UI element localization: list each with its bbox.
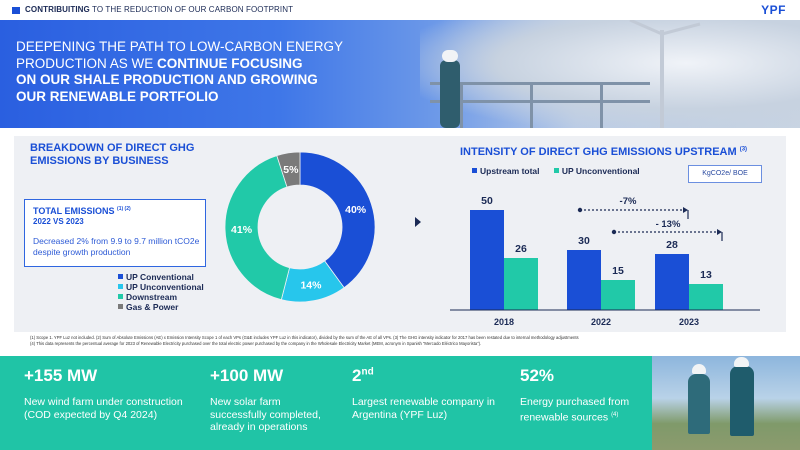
- stat-desc: Energy purchased from renewable sources …: [520, 396, 630, 423]
- pie-slice: [276, 151, 301, 188]
- hero-heading: DEEPENING THE PATH TO LOW-CARBON ENERGY …: [16, 39, 344, 104]
- footnote-line: (4) This data represents the percentual …: [30, 341, 482, 346]
- stat-wind-farm: +155 MW New wind farm under construction…: [24, 366, 204, 421]
- pie-slice: [299, 151, 376, 289]
- arrow-right-icon: [415, 217, 421, 227]
- legend-swatch: [553, 168, 559, 173]
- change-label: - 13%: [656, 219, 681, 230]
- stats-band: [0, 356, 800, 450]
- bar: [601, 280, 635, 310]
- hero-illustration: [430, 20, 701, 128]
- legend-item: Upstream total: [472, 166, 540, 176]
- legend-swatch: [472, 168, 477, 173]
- total-emissions-desc: Decreased 2% from 9.9 to 9.7 million tCO…: [33, 236, 200, 257]
- intensity-bar-chart: 50 26 2018 30 15 2022 28 13 2023 -7% - 13%: [450, 195, 760, 327]
- bar-value-label: 50: [481, 195, 493, 207]
- stat-renewable-energy: 52% Energy purchased from renewable sour…: [520, 366, 650, 424]
- x-tick-label: 2018: [494, 317, 514, 327]
- legend-item: UP Unconventional: [553, 166, 640, 176]
- stat-value: 52%: [520, 366, 555, 385]
- unit-label: KgCO2e/ BOE: [688, 165, 762, 183]
- hard-hat-icon: [734, 357, 749, 367]
- ypf-logo: YPF: [761, 3, 786, 17]
- legend-swatch: [118, 274, 123, 279]
- emissions-donut-chart: 40% 14% 41% 5%: [220, 142, 380, 312]
- x-tick-label: 2022: [591, 317, 611, 327]
- change-annotation: - 13%: [611, 219, 723, 241]
- hero-photo: [420, 20, 800, 128]
- page-header-title: CONTRIBUITING TO THE REDUCTION OF OUR CA…: [25, 5, 294, 14]
- stat-renewable-rank: 2nd Largest renewable company in Argenti…: [352, 366, 502, 421]
- legend-item: Gas & Power: [118, 302, 204, 312]
- bar-legend: Upstream total UP Unconventional: [472, 166, 652, 176]
- legend-item: UP Unconventional: [118, 282, 204, 292]
- total-emissions-title: TOTAL EMISSIONS (1) (2): [33, 206, 131, 216]
- legend-item: UP Conventional: [118, 272, 204, 282]
- stat-value: 2nd: [352, 366, 374, 385]
- stat-value: +155 MW: [24, 366, 98, 385]
- total-emissions-box: TOTAL EMISSIONS (1) (2) 2022 VS 2023 Dec…: [24, 199, 206, 267]
- change-label: -7%: [620, 196, 637, 207]
- pie-slice-label: 14%: [300, 279, 322, 291]
- legend-swatch: [118, 284, 123, 289]
- pie-slice-label: 41%: [231, 224, 253, 236]
- bar-value-label: 30: [578, 235, 590, 247]
- bar: [689, 284, 723, 310]
- bar-value-label: 15: [612, 265, 624, 277]
- top-bar: CONTRIBUITING TO THE REDUCTION OF OUR CA…: [0, 0, 800, 20]
- hard-hat-icon: [692, 364, 706, 374]
- worker-figure: [730, 366, 754, 436]
- total-emissions-period: 2022 VS 2023: [33, 217, 84, 226]
- stat-value: +100 MW: [210, 366, 284, 385]
- bar-value-label: 28: [666, 239, 678, 251]
- workers-photo: [652, 356, 800, 450]
- legend-swatch: [118, 304, 123, 309]
- bar: [504, 258, 538, 310]
- worker-figure: [688, 374, 710, 434]
- bar-value-label: 13: [700, 269, 712, 281]
- bar-value-label: 26: [515, 243, 527, 255]
- intensity-chart-title: INTENSITY OF DIRECT GHG EMISSIONS UPSTRE…: [460, 146, 748, 158]
- x-tick-label: 2023: [679, 317, 699, 327]
- footnotes: (1) Scope 1. YPF Luz not included. (2) S…: [30, 335, 790, 347]
- donut-svg: 40% 14% 41% 5%: [224, 151, 376, 303]
- pie-slice-label: 5%: [283, 164, 299, 176]
- hero-banner: DEEPENING THE PATH TO LOW-CARBON ENERGY …: [0, 20, 800, 128]
- footnote-line: (1) Scope 1. YPF Luz not included. (2) S…: [30, 335, 579, 340]
- stat-desc: Largest renewable company in Argentina (…: [352, 396, 496, 421]
- stat-solar-farm: +100 MW New solar farm successfully comp…: [210, 366, 340, 434]
- stat-desc: New solar farm successfully completed, a…: [210, 396, 321, 433]
- legend-swatch: [118, 294, 123, 299]
- bar: [655, 254, 689, 310]
- pie-slice: [224, 155, 291, 301]
- accent-mark: [12, 7, 20, 14]
- breakdown-title: BREAKDOWN OF DIRECT GHG EMISSIONS BY BUS…: [30, 142, 195, 167]
- change-annotation: -7%: [577, 196, 689, 219]
- bar: [470, 210, 504, 310]
- legend-item: Downstream: [118, 292, 204, 302]
- bar: [567, 250, 601, 310]
- pie-slice-label: 40%: [345, 204, 367, 216]
- pie-legend: UP Conventional UP Unconventional Downst…: [118, 272, 204, 312]
- stat-desc: New wind farm under construction (COD ex…: [24, 396, 183, 421]
